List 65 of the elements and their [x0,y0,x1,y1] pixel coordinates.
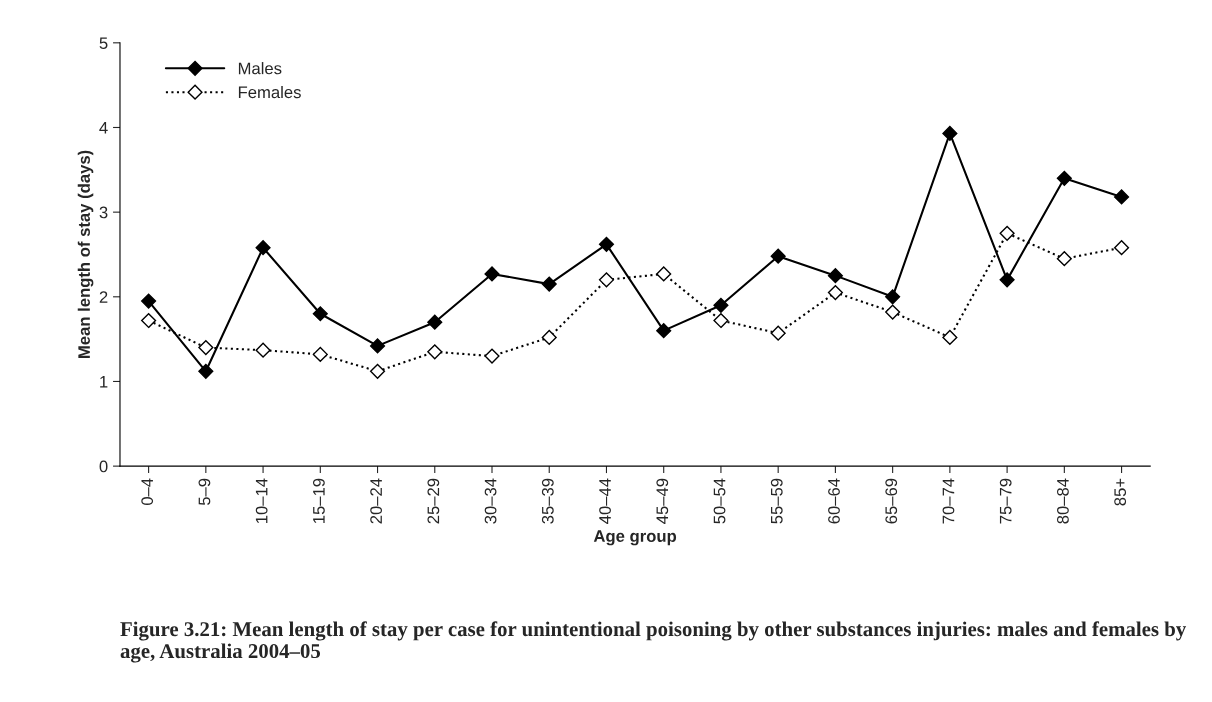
point [141,293,157,309]
x-tick-label: 60–64 [828,478,840,524]
x-tick-label: 25–29 [427,478,440,524]
point [770,248,786,264]
point [541,329,557,346]
x-tick-label: 0–4 [141,478,154,506]
point [484,348,500,364]
x-tick-label: 15–19 [312,478,325,523]
x-tick-label: 5–9 [198,478,211,506]
point [369,363,386,379]
x-tick-label: 55–59 [770,478,783,524]
point [1114,240,1130,256]
x-tick-label: 70–74 [942,478,955,524]
x-tick-label: 20–24 [370,478,383,524]
caption: Figure 3.21: Mean length of stay per case for unintentional poisoning by other substances injuries: males and females by age, Australia 2004–05 [120,621,1187,663]
point [427,314,443,330]
x-tick-label: 65–69 [885,478,898,524]
point [369,338,386,354]
point [827,285,843,301]
point [598,236,615,252]
point [255,342,271,358]
point [656,266,672,282]
x-axis-title: Age group [593,530,677,546]
x-tick-label: 40–44 [599,478,611,524]
y-tick-label: 0 [99,460,108,473]
point [312,306,328,322]
point [999,225,1015,241]
point [885,289,901,305]
point [770,325,786,341]
point [827,268,843,284]
point [484,266,500,282]
x-tick-label: 35–39 [541,478,554,524]
y-axis-title: Mean length of stay (days) [77,150,94,358]
point [999,272,1015,288]
point [713,312,729,329]
point [942,329,958,346]
x-tick-label: 80–84 [1057,478,1069,524]
point [1056,170,1072,186]
point [198,340,214,356]
y-tick-label: 5 [99,37,108,50]
point [255,240,271,256]
x-tick-label: 85+ [1114,478,1127,506]
y-tick-label: 4 [99,122,108,134]
point [885,304,901,320]
legend-label: Females [238,85,301,99]
x-tick-label: 50–54 [713,478,726,524]
y-tick-label: 2 [99,291,108,303]
point [1114,189,1130,205]
point [598,272,615,288]
point [656,323,672,339]
x-tick-label: 45–49 [656,478,669,524]
y-tick-label: 3 [99,206,108,219]
point [198,363,214,379]
point [1056,251,1072,267]
point [312,346,328,362]
point [541,276,557,292]
point [942,125,958,141]
point [713,297,729,313]
point [141,312,157,329]
x-tick-label: 10–14 [255,478,268,523]
point [427,344,443,360]
x-tick-label: 75–79 [999,478,1012,524]
legend-label: Males [238,62,282,75]
x-tick-label: 30–34 [484,478,497,524]
y-tick-label: 1 [100,376,108,388]
